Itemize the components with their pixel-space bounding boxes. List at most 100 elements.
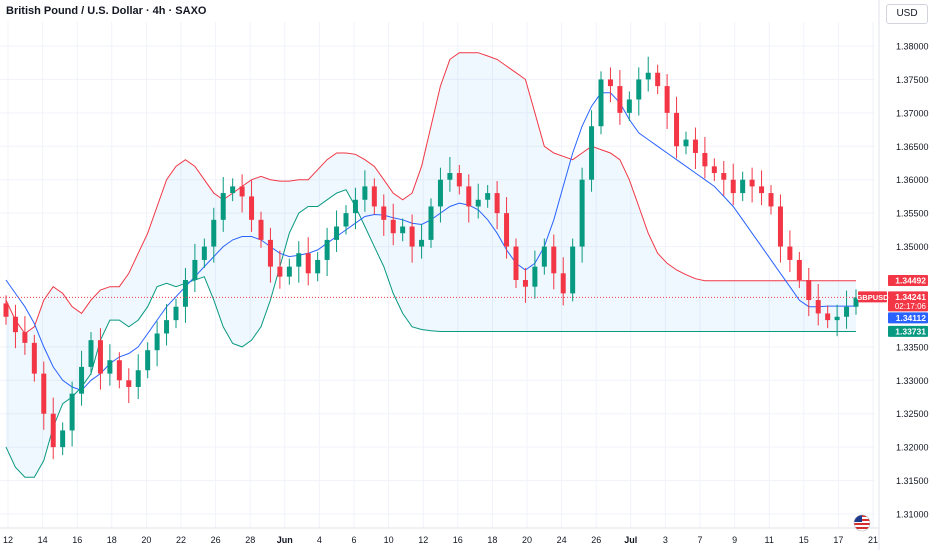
candle-body — [428, 206, 434, 240]
candle-body — [419, 239, 425, 247]
x-tick-label: 12 — [3, 535, 13, 545]
candle-body — [220, 193, 226, 220]
y-tick-label: 1.32500 — [896, 409, 929, 419]
candle-body — [607, 79, 613, 87]
lower-band-line — [5, 189, 856, 478]
candle-body — [825, 313, 831, 321]
candle-body — [636, 79, 642, 100]
time-axis[interactable]: 12 14 16 18 20 22 26 28 Jun 4 6 10 12 16 18 20 24 26 Jul 3 7… — [3, 535, 878, 545]
candle-body — [116, 360, 122, 381]
candle-body — [570, 246, 576, 294]
candle-body — [551, 246, 557, 274]
x-tick-label: Jun — [277, 535, 293, 545]
x-tick-label: 7 — [697, 535, 702, 545]
candle-body — [409, 226, 415, 247]
candle-body — [692, 139, 698, 153]
candle-body — [182, 280, 188, 307]
candle-body — [79, 366, 85, 394]
candle-body — [126, 380, 132, 387]
candle-body — [201, 246, 207, 260]
candle-body — [97, 340, 103, 374]
candle-body — [315, 259, 321, 274]
candle-body — [466, 186, 472, 207]
chart-title: British Pound / U.S. Dollar · 4h · SAXO — [6, 5, 207, 17]
x-tick-label: 22 — [176, 535, 186, 545]
candle-body — [683, 139, 689, 147]
candle-body — [211, 219, 217, 247]
candle-body — [541, 246, 547, 267]
candle-body — [400, 226, 406, 234]
candle-body — [305, 253, 311, 274]
candle-body — [721, 173, 727, 180]
x-tick-label: 12 — [418, 535, 428, 545]
x-tick-label: 21 — [868, 535, 878, 545]
candle-body — [796, 259, 802, 280]
candle-body — [645, 72, 651, 80]
x-tick-label: 16 — [453, 535, 463, 545]
y-tick-label: 1.35000 — [896, 242, 929, 252]
candle-body — [522, 280, 528, 287]
candle-body — [352, 199, 358, 214]
candle-body — [598, 79, 604, 127]
y-tick-label: 1.35500 — [896, 209, 929, 219]
candle-body — [626, 99, 632, 113]
candle-body — [485, 193, 491, 200]
candle-body — [730, 179, 736, 194]
symbol-tag-box — [858, 291, 887, 303]
x-tick-label: 18 — [107, 535, 117, 545]
candle-body — [456, 173, 462, 187]
candle-body — [777, 206, 783, 247]
y-tick-label: 1.32000 — [896, 443, 929, 453]
x-tick-label: 9 — [732, 535, 737, 545]
y-tick-label: 1.36500 — [896, 142, 929, 152]
x-tick-label: 14 — [38, 535, 48, 545]
x-tick-label: 28 — [245, 535, 255, 545]
us-flag-icon[interactable] — [853, 514, 871, 532]
x-tick-label: 11 — [765, 535, 774, 545]
candle-body — [815, 300, 821, 314]
price-label-box — [888, 325, 928, 337]
candle-body — [674, 112, 680, 147]
upper-band-line — [5, 52, 856, 335]
candle-body — [277, 266, 283, 277]
price-label-countdown: 02:17:06 — [895, 302, 927, 311]
candle-body — [60, 430, 66, 448]
price-axis[interactable]: 1.38000 1.37500 1.37000 1.36500 1.36000 1.355… — [896, 42, 929, 520]
x-tick-label: 26 — [211, 535, 221, 545]
candle-body — [617, 86, 623, 113]
candle-body — [787, 246, 793, 260]
candle-body — [655, 72, 661, 87]
candle-body — [154, 333, 160, 351]
x-tick-label: 26 — [591, 535, 601, 545]
candle-body — [844, 306, 850, 317]
candle-body — [381, 206, 387, 220]
candle-body — [740, 179, 746, 194]
y-tick-label: 1.36000 — [896, 175, 929, 185]
price-label-value: 1.34492 — [895, 276, 926, 286]
currency-button[interactable]: USD — [886, 4, 928, 24]
candle-body — [88, 340, 94, 367]
candle-body — [362, 186, 368, 200]
candle-body — [324, 239, 330, 260]
x-tick-label: 10 — [384, 535, 394, 545]
y-tick-label: 1.31500 — [896, 476, 929, 486]
candle-body — [173, 306, 179, 321]
y-tick-label: 1.38000 — [896, 42, 929, 52]
x-tick-label: 3 — [663, 535, 668, 545]
candle-body — [532, 266, 538, 287]
candle-body — [286, 266, 292, 277]
candle-body — [41, 373, 47, 414]
y-tick-label: 1.37000 — [896, 108, 929, 118]
price-label-value: 1.34112 — [896, 313, 927, 323]
price-label-box — [888, 275, 928, 287]
candle-body — [513, 246, 519, 280]
x-tick-label: 17 — [833, 535, 843, 545]
candle-body — [702, 152, 708, 167]
candle-body — [249, 196, 255, 220]
price-label-value: 1.33731 — [895, 326, 926, 336]
candle-body — [475, 199, 481, 207]
candle-body — [258, 219, 264, 240]
candle-body — [107, 360, 113, 374]
